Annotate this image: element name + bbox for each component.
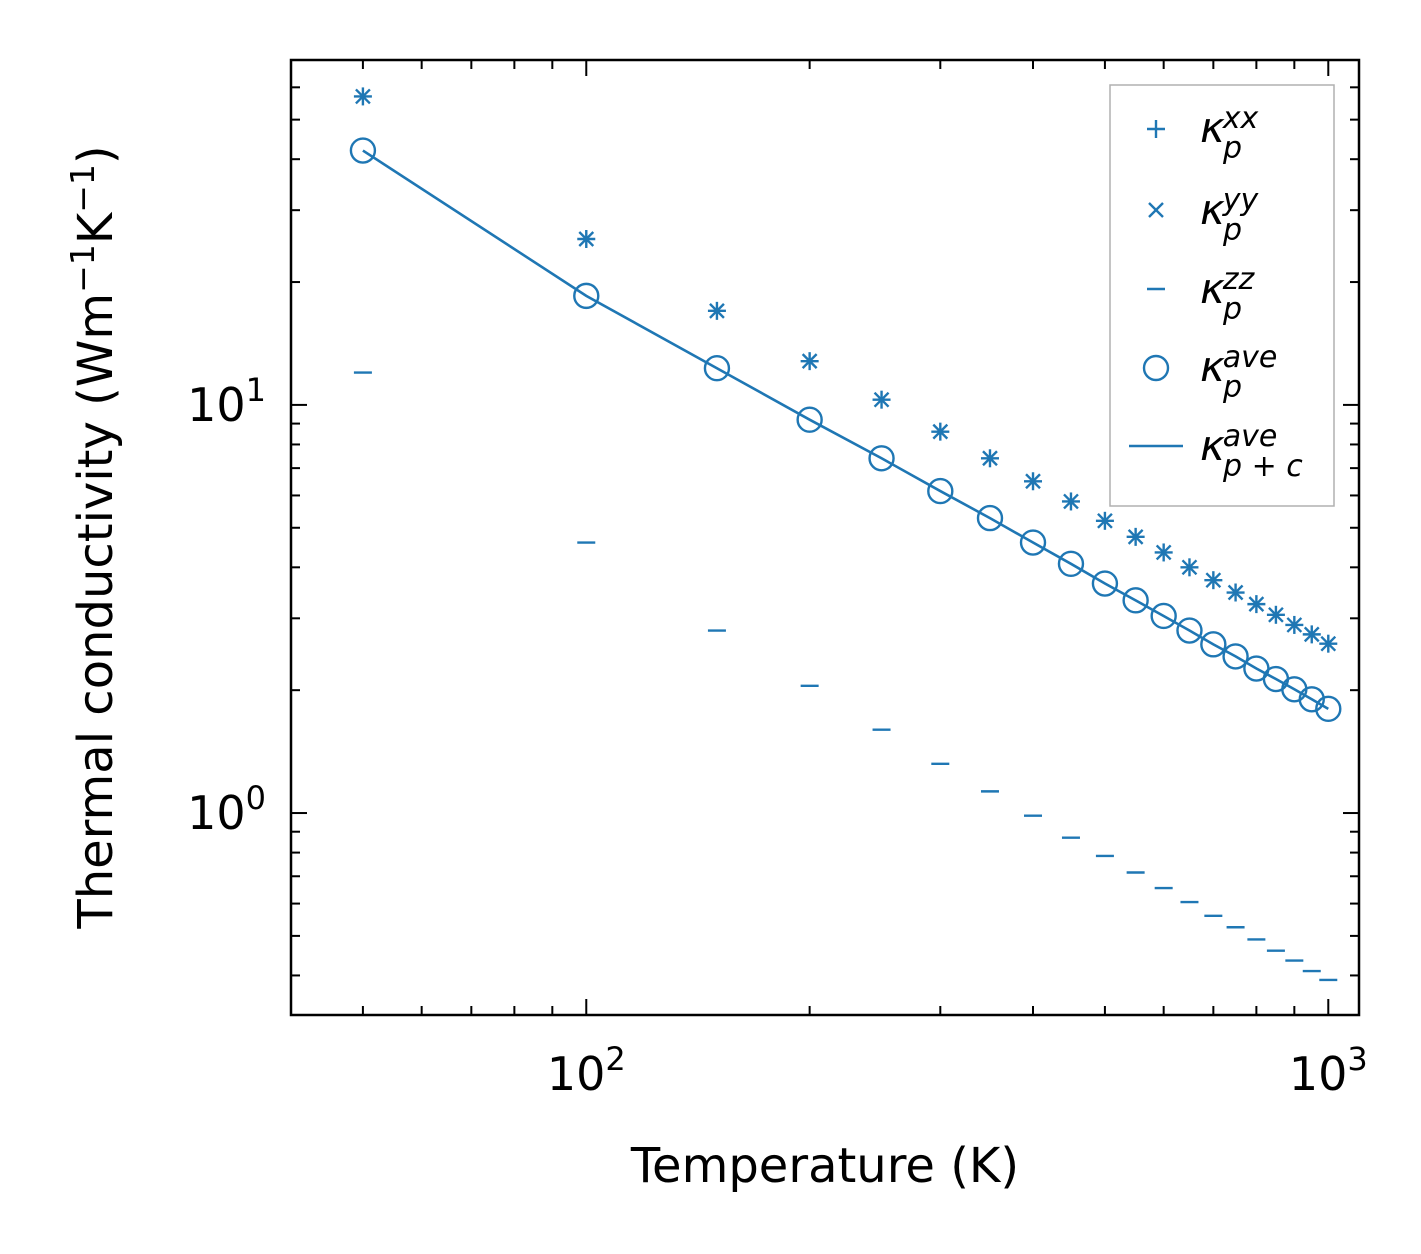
y-tick-label: 100 [187,779,266,840]
data-point-kappa_p_yy-d2 [578,231,595,247]
legend-sub-kappa-pc-ave: p + c [1222,449,1303,484]
data-point-kappa_p_ave [573,282,600,310]
data-point-kappa_p_yy-d2 [1320,635,1337,652]
legend-marker-kappa_p_ave [1142,354,1170,382]
x-tick-label: 103 [1289,1040,1368,1101]
series-kappa_p_yy [355,88,1337,652]
data-point-kappa_p_yy [1227,584,1244,601]
y-tick-label: 101 [187,371,266,432]
data-point-kappa_p_yy-d2 [1063,493,1079,510]
legend-label-kappa-pc-ave: κave [1200,419,1277,470]
data-point-kappa_p_yy-d2 [1097,512,1113,529]
series-kappa_p_zz [353,371,1338,982]
data-point-kappa_p_ave [868,445,895,472]
data-point-kappa_p_yy-d2 [1127,529,1144,545]
y-axis-label: Thermal conductivity (Wm−1K−1) [63,145,124,929]
data-point-kappa_p_yy [1205,572,1222,589]
data-point-kappa_p_yy [1248,596,1265,612]
x-axis-label: Temperature (K) [630,1138,1019,1194]
data-point-kappa_p_ave [1176,617,1203,644]
legend-label-kappa-p-zz: κzz [1200,262,1256,313]
data-point-kappa_p_yy [873,391,890,408]
data-layer [349,87,1342,982]
data-point-kappa_p_ave [1200,631,1227,658]
data-point-kappa_p_yy [1303,626,1320,643]
data-point-kappa_p_ave [1122,587,1149,614]
data-point-kappa_p_yy-d2 [801,353,818,370]
series-kappa_pc_ave [362,149,1329,710]
data-point-kappa_p_ave [976,504,1004,532]
legend-frame [1109,84,1335,507]
data-point-kappa_p_yy-d2 [355,88,371,105]
legend-sub-kappa-p-xx: p [1222,131,1242,166]
data-point-kappa_p_yy [1181,559,1198,576]
data-point-kappa_p_yy [355,88,371,105]
data-point-kappa_p_ave [703,355,731,382]
data-point-kappa_p_yy [578,231,595,247]
data-point-kappa_p_ave [1150,602,1177,630]
data-point-kappa_p_yy-d2 [709,303,725,319]
data-point-kappa_p_ave [1315,695,1342,723]
data-point-kappa_p_yy [801,353,818,370]
legend-label-kappa-p-xx: κxx [1200,101,1259,152]
data-point-kappa_p_ave [1057,550,1085,578]
major-ticks [291,60,1359,1015]
data-point-kappa_p_yy [1286,617,1303,633]
series-line-kappa_pc_ave [362,149,1329,710]
legend-marker-kappa_p_yy [1148,202,1164,218]
legend: κxx p κyy p κzz p κave p κave p + c [1109,84,1335,507]
data-point-kappa_p_yy [709,303,725,319]
minor-ticks [290,59,1359,1015]
data-point-kappa_p_yy-d2 [982,450,998,467]
data-point-kappa_p_ave [349,137,377,164]
data-point-kappa_p_yy-d2 [1181,559,1198,576]
data-point-kappa_p_yy-d2 [1286,617,1303,633]
tick-labels: 102 103 100 101 [187,371,1368,1101]
data-point-kappa_p_yy [1268,606,1284,623]
data-point-kappa_p_yy [1025,473,1041,490]
legend-marker-kappa_p_yy-d2 [1148,202,1164,218]
data-point-kappa_p_yy-d2 [1227,584,1244,601]
legend-sub-kappa-p-ave: p [1222,370,1242,405]
data-point-kappa_p_ave [796,406,823,433]
data-point-kappa_p_ave [1298,686,1325,713]
data-point-kappa_p_yy [1097,512,1113,529]
data-point-kappa_p_yy [932,423,949,440]
legend-marker-kappa_p_xx [1147,120,1165,138]
data-point-kappa_p_yy-d2 [1205,572,1222,589]
data-point-kappa_p_yy-d2 [873,391,890,408]
data-point-kappa_p_yy [1063,493,1079,510]
data-point-kappa_p_yy-d2 [1155,544,1172,561]
data-point-kappa_p_yy-d2 [1025,473,1041,490]
data-point-kappa_p_ave [927,477,954,505]
legend-label-kappa-p-yy: κyy [1200,183,1260,234]
legend-label-kappa-p-ave: κave [1200,340,1277,391]
series-kappa_p_ave [349,137,1342,723]
data-point-kappa_p_yy-d2 [1268,606,1284,623]
data-point-kappa_p_yy [1320,635,1337,652]
legend-sub-kappa-p-zz: p [1222,292,1242,327]
legend-markers [1129,120,1183,448]
data-point-kappa_p_yy [982,450,998,467]
data-point-kappa_p_ave [1222,643,1249,670]
legend-sub-kappa-p-yy: p [1222,213,1242,248]
data-point-kappa_p_yy-d2 [1248,596,1265,612]
data-point-kappa_p_yy-d2 [932,423,949,440]
x-tick-label: 102 [547,1040,626,1101]
plot-area-frame [289,58,1361,1017]
data-point-kappa_p_ave [1091,570,1119,597]
data-point-kappa_p_ave [1019,529,1047,556]
data-point-kappa_p_yy [1127,529,1144,545]
data-point-kappa_p_yy [1155,544,1172,561]
data-point-kappa_p_yy-d2 [1303,626,1320,643]
